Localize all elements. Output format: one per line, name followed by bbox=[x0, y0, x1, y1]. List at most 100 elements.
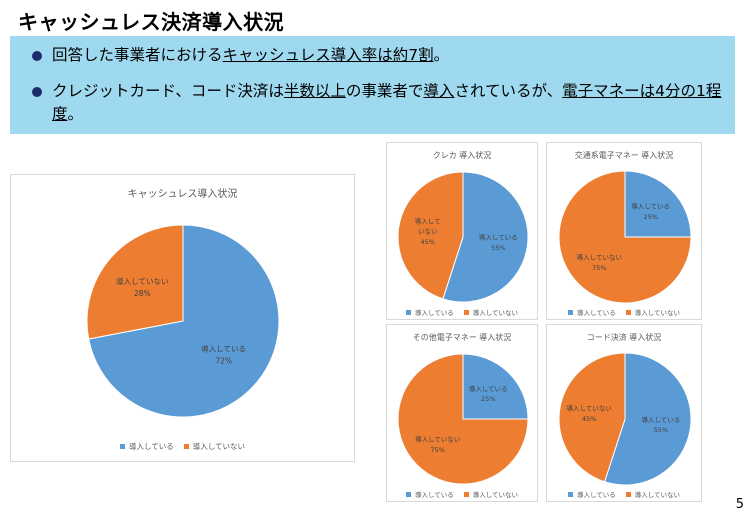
chart-legend: 導入している 導入していない bbox=[387, 489, 537, 499]
summary-bullet-1: 回答した事業者におけるキャッシュレス導入率は約7割。 bbox=[32, 44, 722, 67]
data-label-percent: 75% bbox=[430, 446, 444, 454]
data-label-category: 導入していない bbox=[415, 434, 460, 443]
chart-legend: 導入している 導入していない bbox=[547, 489, 701, 499]
bullet-2-text-underlined: 半数以上 bbox=[283, 82, 346, 100]
legend-swatch-icon bbox=[119, 444, 125, 449]
chart-legend: 導入している 導入していない bbox=[11, 441, 354, 452]
legend-item-not-introduced: 導入していない bbox=[625, 489, 681, 499]
chart-legend: 導入している 導入していない bbox=[387, 307, 537, 317]
legend-label: 導入している bbox=[128, 442, 174, 451]
pie-slice-not-introduced bbox=[397, 171, 464, 300]
legend-label: 導入している bbox=[576, 309, 616, 317]
data-label-category: 導入している bbox=[641, 415, 680, 424]
data-label-percent: 55% bbox=[491, 244, 505, 252]
data-label-percent: 45% bbox=[582, 415, 596, 423]
legend-item-introduced: 導入している bbox=[405, 489, 454, 499]
bullet-2-text-plain: の事業者で bbox=[345, 82, 424, 100]
legend-label: 導入している bbox=[414, 309, 454, 317]
legend-swatch-icon bbox=[625, 309, 631, 315]
legend-label: 導入していない bbox=[472, 309, 519, 317]
chart-panel-overall: キャッシュレス導入状況 導入している 72% 導入していない 28% 導入している 導… bbox=[10, 174, 355, 462]
legend-swatch-icon bbox=[463, 309, 469, 315]
pie-chart-other-emoney: 導入している 25% 導入していない 75% bbox=[397, 353, 529, 485]
pie-chart-overall: 導入している 72% 導入していない 28% bbox=[86, 224, 280, 418]
chart-title: その他電子マネー 導入状況 bbox=[412, 333, 512, 342]
data-label-category: 導入している bbox=[631, 201, 670, 210]
legend-label: 導入していない bbox=[634, 309, 681, 317]
legend-item-not-introduced: 導入していない bbox=[625, 307, 681, 317]
legend-swatch-icon bbox=[463, 491, 469, 497]
bullet-1-text-end: 。 bbox=[433, 46, 450, 64]
bullet-1-text-underlined: キャッシュレス導入率は約7割 bbox=[222, 46, 434, 64]
pie-slice-not-introduced bbox=[86, 224, 184, 340]
legend-label: 導入している bbox=[576, 491, 616, 499]
chart-panel-credit: クレカ 導入状況 導入している 55% 導入して いない 45% 導入している 導入して… bbox=[386, 142, 538, 320]
pie-slice-not-introduced bbox=[558, 352, 626, 483]
legend-swatch-icon bbox=[183, 444, 189, 449]
pie-slice-introduced bbox=[624, 170, 692, 238]
data-label-category: 導入していない bbox=[566, 403, 611, 412]
data-label-category: 導入している bbox=[201, 343, 246, 353]
legend-label: 導入していない bbox=[634, 491, 681, 499]
bullet-dot-icon bbox=[32, 87, 42, 97]
chart-title: クレカ 導入状況 bbox=[432, 151, 492, 160]
data-label-percent: 25% bbox=[643, 213, 657, 221]
bullet-1-text: 回答した事業者におけるキャッシュレス導入率は約7割。 bbox=[52, 44, 722, 67]
bullet-2-text-plain: クレジットカード、コード決済は bbox=[52, 82, 284, 100]
chart-title: キャッシュレス導入状況 bbox=[127, 189, 238, 200]
legend-swatch-icon bbox=[567, 491, 573, 497]
pie-chart-code: 導入している 55% 導入していない 45% bbox=[558, 352, 692, 486]
data-label-category: 導入していない bbox=[577, 253, 622, 262]
summary-box: 回答した事業者におけるキャッシュレス導入率は約7割。 クレジットカード、コード決… bbox=[10, 36, 735, 134]
data-label-category: 導入していない bbox=[116, 276, 168, 286]
pie-slice-not-introduced bbox=[397, 353, 529, 485]
legend-item-not-introduced: 導入していない bbox=[463, 489, 519, 499]
chart-panel-transit: 交通系電子マネー 導入状況 導入している 25% 導入していない 75% 導入している… bbox=[546, 142, 702, 320]
chart-legend: 導入している 導入していない bbox=[547, 307, 701, 317]
legend-item-not-introduced: 導入していない bbox=[183, 441, 246, 452]
chart-panel-other-emoney: その他電子マネー 導入状況 導入している 25% 導入していない 75% 導入している… bbox=[386, 324, 538, 502]
data-label-category: 導入して bbox=[415, 216, 441, 225]
legend-swatch-icon bbox=[405, 309, 411, 315]
data-label-percent: 28% bbox=[134, 289, 151, 298]
data-label-percent: 45% bbox=[420, 238, 434, 246]
legend-item-introduced: 導入している bbox=[119, 441, 174, 452]
pie-slice-introduced bbox=[462, 353, 529, 420]
bullet-2-text-underlined: 電子マネーは4分の1程度 bbox=[52, 82, 722, 123]
legend-item-not-introduced: 導入していない bbox=[463, 307, 519, 317]
bullet-dot-icon bbox=[32, 51, 42, 61]
pie-chart-transit: 導入している 25% 導入していない 75% bbox=[558, 170, 692, 304]
legend-swatch-icon bbox=[625, 491, 631, 497]
bullet-2-text-plain: されているが、 bbox=[454, 82, 563, 100]
bullet-2-text: クレジットカード、コード決済は半数以上の事業者で導入されているが、電子マネーは4… bbox=[52, 80, 722, 126]
pie-chart-credit: 導入している 55% 導入していない 45% bbox=[397, 171, 529, 303]
page-number: 5 bbox=[735, 497, 744, 512]
chart-title: コード決済 導入状況 bbox=[586, 333, 662, 342]
legend-swatch-icon bbox=[567, 309, 573, 315]
chart-title: 交通系電子マネー 導入状況 bbox=[574, 151, 674, 160]
bullet-2-text-underlined: 導入 bbox=[423, 82, 455, 100]
data-label-percent: 55% bbox=[654, 426, 668, 434]
data-label-category: 導入している bbox=[469, 384, 508, 393]
data-label-percent: 75% bbox=[592, 264, 606, 272]
legend-label: 導入していない bbox=[472, 491, 519, 499]
data-label-percent: 72% bbox=[215, 356, 232, 365]
pie-slice-introduced bbox=[88, 224, 280, 418]
legend-item-introduced: 導入している bbox=[567, 307, 616, 317]
summary-bullet-2: クレジットカード、コード決済は半数以上の事業者で導入されているが、電子マネーは4… bbox=[32, 80, 722, 126]
legend-item-introduced: 導入している bbox=[405, 307, 454, 317]
pie-slice-not-introduced bbox=[558, 170, 692, 304]
pie-slice-introduced bbox=[603, 352, 692, 486]
data-label-category: いない bbox=[418, 228, 438, 236]
chart-panel-code: コード決済 導入状況 導入している 55% 導入していない 45% 導入している 導入… bbox=[546, 324, 702, 502]
data-label-percent: 25% bbox=[481, 395, 495, 403]
legend-item-introduced: 導入している bbox=[567, 489, 616, 499]
legend-label: 導入している bbox=[414, 491, 454, 499]
bullet-1-text-plain: 回答した事業者における bbox=[52, 46, 223, 64]
data-label-category: 導入している bbox=[479, 233, 518, 242]
slide-title: キャッシュレス決済導入状況 bbox=[18, 10, 285, 34]
pie-slice-introduced bbox=[442, 171, 529, 303]
legend-label: 導入していない bbox=[192, 442, 246, 451]
bullet-2-text-plain: 。 bbox=[67, 105, 84, 123]
legend-swatch-icon bbox=[405, 491, 411, 497]
